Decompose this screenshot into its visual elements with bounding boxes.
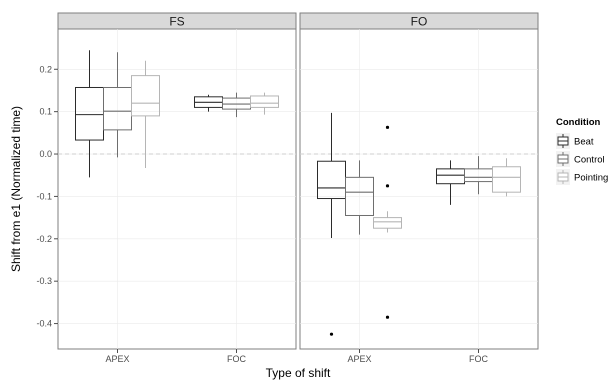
legend: Condition Beat Control Pointing: [556, 117, 608, 185]
y-tick-label: -0.4: [36, 319, 52, 329]
legend-item-pointing: Pointing: [556, 169, 608, 185]
box-fo-apex-control: [345, 160, 374, 235]
outlier-point: [385, 125, 390, 129]
outlier-point: [329, 332, 334, 336]
x-tick-label: FOC: [227, 354, 246, 364]
y-axis-title: Shift from e1 (Normalized time): [9, 106, 23, 272]
outlier-point: [385, 315, 390, 319]
box-iqr: [345, 176, 374, 216]
box-fs-foc-pointing: [250, 92, 279, 115]
box-iqr: [492, 166, 521, 193]
x-tick-label: FOC: [469, 354, 488, 364]
x-tick-label: APEX: [105, 354, 129, 364]
legend-item-control: Control: [556, 151, 605, 167]
x-axis-title: Type of shift: [266, 366, 331, 380]
outlier-point: [385, 184, 390, 188]
panel-fs-area: [57, 28, 297, 350]
y-tick-label: -0.3: [36, 276, 52, 286]
boxes: [75, 50, 521, 336]
legend-label-beat: Beat: [574, 137, 594, 148]
panel-fo-area: [299, 28, 539, 350]
box-fo-foc-pointing: [492, 158, 521, 197]
box-iqr: [131, 75, 160, 117]
y-tick-label: -0.2: [36, 234, 52, 244]
legend-label-control: Control: [574, 155, 605, 166]
panel-fo-title: FO: [411, 15, 428, 29]
panel-fo-strip: [299, 12, 539, 30]
legend-label-pointing: Pointing: [574, 173, 608, 184]
panel-fs-title: FS: [169, 15, 184, 29]
legend-title: Condition: [556, 117, 601, 128]
y-tick-label: 0.2: [39, 64, 52, 74]
box-fo-apex-pointing: [373, 125, 402, 319]
y-tick-label: 0.1: [39, 107, 52, 117]
y-axis-ticks: 0.2 0.1 0.0 -0.1 -0.2 -0.3 -0.4: [36, 64, 58, 329]
box-fo-foc-beat: [436, 160, 465, 205]
box-iqr: [373, 217, 402, 229]
legend-item-beat: Beat: [556, 133, 594, 149]
x-axis-ticks: APEX FOC APEX FOC: [105, 349, 488, 364]
y-tick-label: 0.0: [39, 149, 52, 159]
panel-fs-strip: [57, 12, 297, 30]
box-fs-apex-beat: [75, 50, 104, 178]
box-fs-apex-pointing: [131, 60, 160, 169]
y-tick-label: -0.1: [36, 191, 52, 201]
x-tick-label: APEX: [347, 354, 371, 364]
box-iqr: [250, 95, 279, 108]
